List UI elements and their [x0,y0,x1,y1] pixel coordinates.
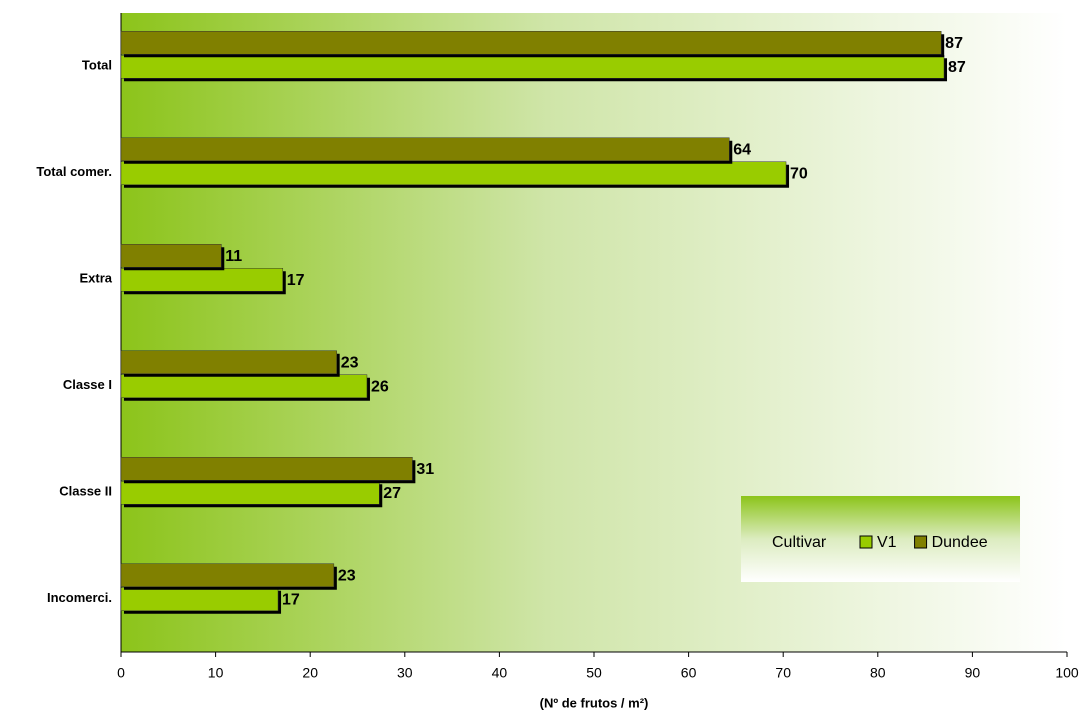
x-tick-label: 60 [681,665,697,681]
bar [120,457,413,481]
value-label: 17 [287,272,305,289]
x-tick-label: 0 [117,665,125,681]
legend-title: Cultivar [772,534,827,551]
x-tick-label: 50 [586,665,602,681]
bar [120,350,337,374]
value-label: 17 [282,591,300,608]
x-tick-label: 10 [208,665,224,681]
bar [120,137,730,161]
bar [120,161,787,185]
y-tick-label: Classe II [59,484,112,499]
value-label: 11 [225,248,242,265]
value-label: 87 [945,35,963,52]
value-label: 64 [733,141,751,158]
x-tick-label: 70 [775,665,791,681]
value-label: 87 [948,59,966,76]
x-tick-label: 80 [870,665,886,681]
bar [120,481,380,505]
x-tick-label: 20 [302,665,318,681]
x-axis-title: (Nº de frutos / m²) [540,695,649,710]
bar [120,55,945,79]
value-label: 27 [383,485,401,502]
x-tick-label: 100 [1055,665,1079,681]
value-label: 70 [790,165,808,182]
value-label: 31 [416,461,434,478]
legend-swatch [859,535,873,549]
value-label: 23 [341,354,359,371]
y-tick-label: Incomerci. [47,590,112,605]
legend-box [741,496,1020,582]
x-tick-label: 40 [492,665,508,681]
bar [120,268,284,292]
bar [120,244,222,268]
bar [120,587,279,611]
bar [120,31,942,55]
legend-swatch [914,535,928,549]
y-tick-label: Classe I [63,377,112,392]
value-label: 23 [338,567,356,584]
x-tick-label: 30 [397,665,413,681]
y-tick-label: Total comer. [36,164,112,179]
y-tick-label: Total [82,58,112,73]
bar [120,374,368,398]
bar [120,563,335,587]
x-tick-label: 90 [965,665,981,681]
value-label: 26 [371,378,389,395]
legend-label: Dundee [932,534,988,551]
y-tick-label: Extra [79,271,112,286]
legend-label: V1 [877,534,897,551]
